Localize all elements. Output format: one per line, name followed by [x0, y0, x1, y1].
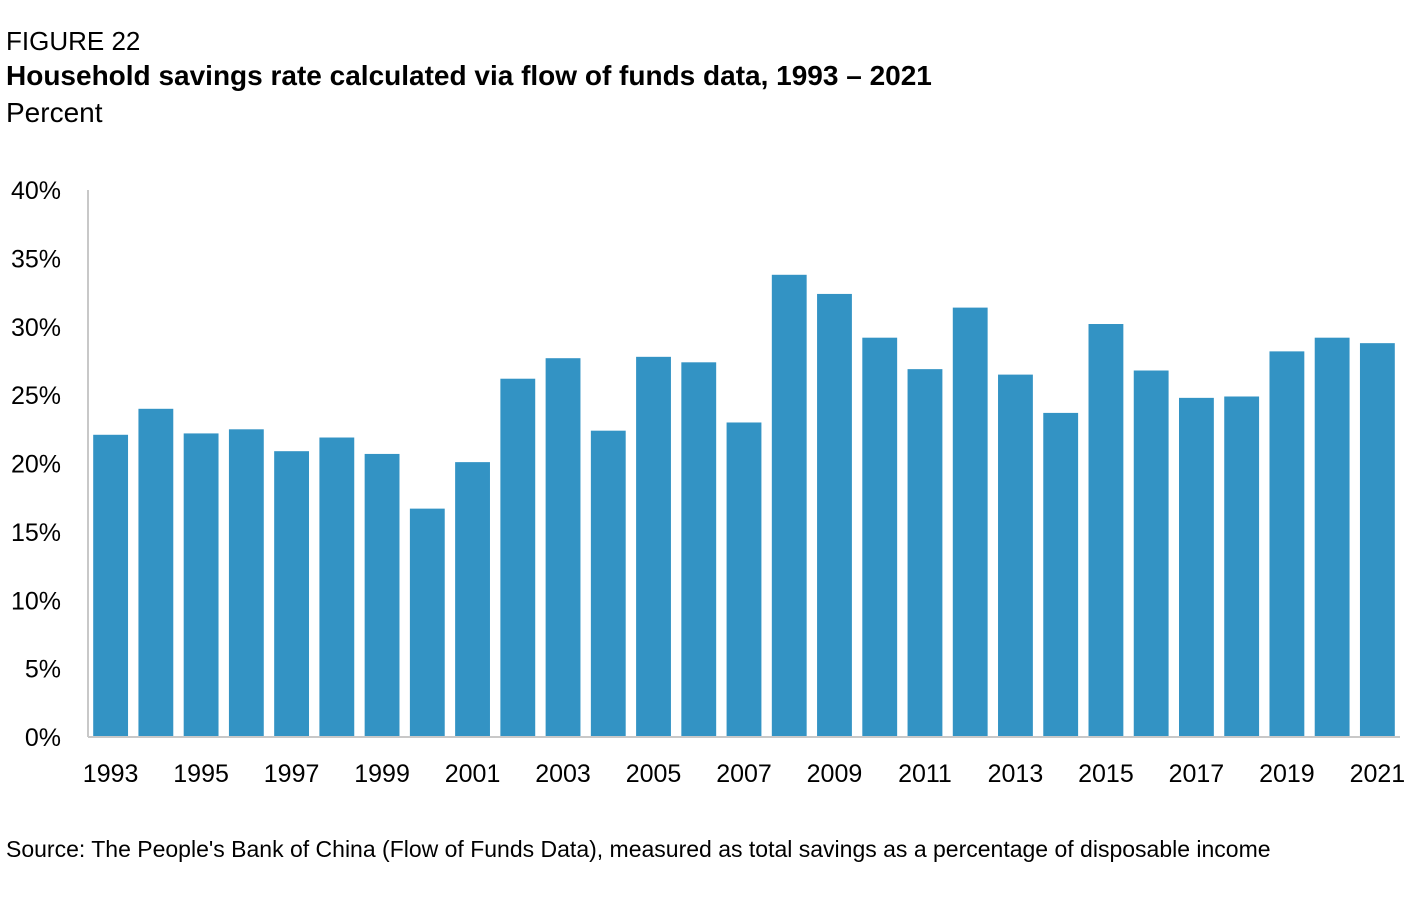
bar-1995 — [183, 433, 219, 737]
chart-title: Household savings rate calculated via fl… — [6, 60, 932, 91]
bar-2014 — [1043, 412, 1079, 737]
y-tick-label: 5% — [25, 656, 61, 684]
source-note: Source: The People's Bank of China (Flow… — [6, 836, 1271, 862]
x-tick-label: 2001 — [445, 760, 501, 788]
bar-2000 — [409, 508, 445, 737]
x-tick-label: 1995 — [173, 760, 229, 788]
bar-2009 — [817, 293, 852, 737]
x-tick-label: 2007 — [716, 760, 772, 788]
x-tick-label: 2021 — [1350, 760, 1406, 788]
bar-2003 — [545, 358, 581, 737]
y-axis-tick-labels: 0% 5% 10% 15% 20% 25% 30% 35% 40% — [11, 177, 61, 752]
bar-2013 — [998, 374, 1033, 737]
x-tick-label: 1997 — [264, 760, 320, 788]
bar-1998 — [319, 437, 355, 737]
x-tick-label: 2009 — [807, 760, 863, 788]
bar-2002 — [500, 378, 536, 737]
x-tick-label: 2013 — [988, 760, 1044, 788]
bar-2005 — [636, 356, 671, 737]
x-tick-label: 1999 — [354, 760, 410, 788]
bar-chart: 0%5%10%15%20%25%30%35%40% 1993 1995 1997 19… — [11, 177, 1405, 788]
bar-2008 — [771, 274, 807, 737]
y-tick-label: 20% — [11, 451, 61, 479]
bar-2010 — [862, 337, 898, 737]
y-tick-label: 15% — [11, 519, 61, 547]
bar-2011 — [907, 369, 943, 737]
x-tick-label: 2011 — [898, 760, 952, 788]
bar-2006 — [681, 362, 717, 737]
bar-1994 — [138, 408, 174, 737]
y-tick-label: 30% — [11, 314, 61, 342]
x-tick-label: 2017 — [1169, 760, 1225, 788]
bar-2001 — [455, 462, 490, 737]
bar-1997 — [274, 451, 310, 737]
bar-2007 — [726, 422, 762, 737]
bar-1999 — [364, 453, 400, 737]
y-tick-label: 40% — [11, 177, 61, 205]
bar-2012 — [952, 307, 988, 737]
chart-subtitle: Percent — [6, 97, 103, 128]
x-tick-label: 1993 — [83, 760, 139, 788]
bar-2017 — [1179, 397, 1214, 737]
x-tick-label: 2015 — [1078, 760, 1134, 788]
bar-2016 — [1133, 370, 1169, 737]
bar-2004 — [590, 430, 626, 737]
x-tick-label: 2019 — [1259, 760, 1315, 788]
bar-2021 — [1359, 343, 1395, 737]
y-tick-label: 35% — [11, 245, 61, 273]
x-tick-label: 2003 — [535, 760, 591, 788]
bar-1996 — [228, 429, 264, 737]
bar-2015 — [1088, 324, 1124, 737]
bar-1993 — [93, 434, 129, 737]
bar-2019 — [1269, 351, 1305, 737]
figure-label: FIGURE 22 — [6, 26, 141, 56]
bars-group — [93, 274, 1395, 737]
y-tick-label: 0% — [25, 724, 61, 752]
y-tick-label: 10% — [11, 587, 61, 615]
x-tick-label: 2005 — [626, 760, 682, 788]
bar-2020 — [1314, 337, 1350, 737]
y-tick-label: 25% — [11, 382, 61, 410]
x-axis-tick-labels: 1993 1995 1997 1999 2001 2003 2005 2007 2009 2011… — [83, 760, 1405, 788]
bar-2018 — [1224, 396, 1260, 737]
